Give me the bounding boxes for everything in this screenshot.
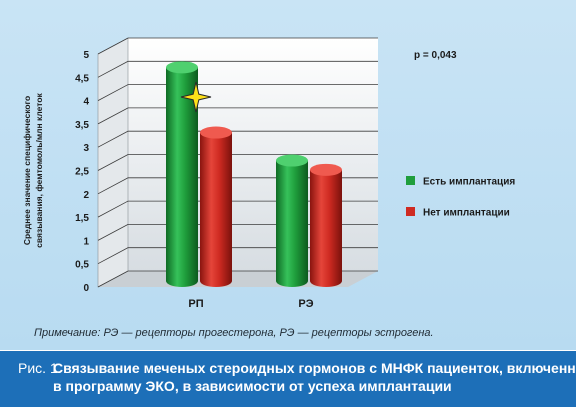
legend-swatch [406,176,415,185]
bar-top [276,154,308,167]
legend-label: Нет имплантации [423,208,510,219]
p-value-annotation: p = 0,043 [414,50,457,61]
bar [166,67,198,287]
bar [276,160,308,287]
x-tick-label: РЭ [298,298,313,310]
gridline [97,37,378,55]
gridline [97,130,378,148]
y-tick-label: 2 [83,190,89,201]
caption-title-line1: Связывание меченых стероидных гормонов с… [53,360,576,376]
y-tick-label: 2,5 [75,167,89,178]
y-axis-title: Среднее значение специфического [22,96,32,245]
caption-prefix: Рис. 1. [18,360,62,376]
y-axis-title: связывания, фемтомоль/млн клеток [34,92,44,247]
y-tick-label: 5 [83,50,89,61]
bar [310,169,342,287]
y-tick-label: 0 [83,283,89,294]
y-tick-label: 1,5 [75,213,89,224]
significance-star-icon [180,81,212,113]
y-tick-label: 4,5 [75,73,89,84]
y-tick-label: 0,5 [75,260,89,271]
bar-top [200,126,232,139]
legend-swatch [406,207,415,216]
bar-chart: 0 0,5 1 1,5 2 2,5 3 3,5 4 4,5 5 Среднее значение сп… [22,37,515,310]
gridline [97,154,378,171]
gridline [97,60,378,78]
y-tick-label: 3,5 [75,120,89,131]
gridline [97,84,378,101]
figure-caption: Рис. 1. Связывание меченых стероидных го… [0,351,576,407]
chart-note: Примечание: РЭ — рецепторы прогестерона,… [34,327,434,339]
legend-label: Есть имплантация [423,177,515,188]
gridline [97,107,378,125]
y-tick-label: 1 [83,236,89,247]
caption-title-line2: в программу ЭКО, в зависимости от успеха… [53,378,452,394]
y-tick-label: 4 [83,97,89,108]
y-tick-label: 3 [83,143,89,154]
bar-top [166,61,198,74]
bar [200,132,232,287]
x-tick-label: РП [188,298,203,310]
bar-top [310,163,342,176]
